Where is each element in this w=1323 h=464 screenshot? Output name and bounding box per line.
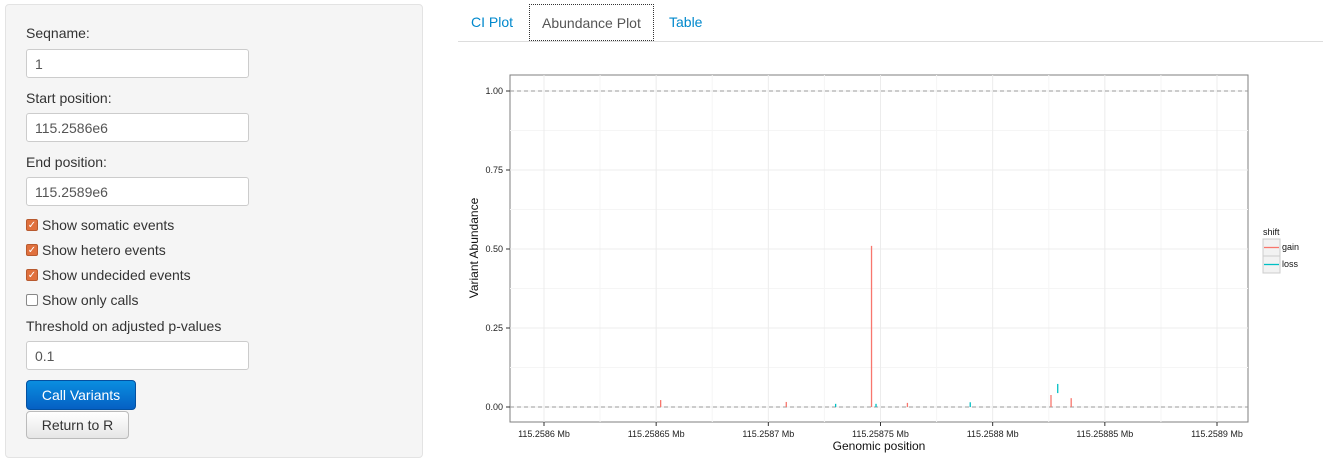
seqname-input[interactable] <box>26 49 249 78</box>
start-position-label: Start position: <box>26 90 112 106</box>
checkbox-show-only-calls[interactable]: Show only calls <box>26 292 139 308</box>
x-tick-label: 115.25875 Mb <box>852 429 909 439</box>
x-axis-label: Genomic position <box>833 439 926 453</box>
x-tick-label: 115.2589 Mb <box>1191 429 1243 439</box>
x-tick-label: 115.25865 Mb <box>628 429 685 439</box>
legend-title: shift <box>1263 227 1280 237</box>
end-position-input[interactable] <box>26 177 249 206</box>
return-to-r-button[interactable]: Return to R <box>26 411 129 439</box>
legend-label: loss <box>1282 259 1299 269</box>
call-variants-button[interactable]: Call Variants <box>26 380 136 410</box>
tab-table[interactable]: Table <box>669 14 703 30</box>
y-tick-label: 0.25 <box>485 323 503 333</box>
x-tick-label: 115.2588 Mb <box>967 429 1019 439</box>
checkbox-show-hetero-events[interactable]: ✓ Show hetero events <box>26 242 166 258</box>
checkbox-box[interactable]: ✓ <box>26 269 38 281</box>
sidebar-panel: Seqname: Start position: End position: ✓… <box>5 4 423 458</box>
checkbox-show-somatic-events[interactable]: ✓ Show somatic events <box>26 217 174 233</box>
x-tick-label: 115.2586 Mb <box>518 429 570 439</box>
start-position-input[interactable] <box>26 113 249 142</box>
y-tick-label: 0.50 <box>485 244 503 254</box>
y-axis-label: Variant Abundance <box>467 197 481 298</box>
x-tick-label: 115.2587 Mb <box>742 429 794 439</box>
tab-ci-plot[interactable]: CI Plot <box>471 14 514 30</box>
tab-bar: CI Plot Abundance Plot Table <box>458 4 1323 42</box>
seqname-label: Seqname: <box>26 25 90 41</box>
checkbox-box[interactable]: ✓ <box>26 244 38 256</box>
threshold-input[interactable] <box>26 341 249 370</box>
tab-abundance-plot[interactable]: Abundance Plot <box>529 4 654 41</box>
end-position-label: End position: <box>26 154 107 170</box>
y-tick-label: 0.00 <box>485 402 503 412</box>
threshold-label: Threshold on adjusted p-values <box>26 318 222 334</box>
checkbox-show-undecided-events[interactable]: ✓ Show undecided events <box>26 267 191 283</box>
checkbox-label: Show hetero events <box>42 242 166 258</box>
legend-label: gain <box>1282 242 1299 252</box>
checkbox-label: Show undecided events <box>42 267 191 283</box>
checkbox-box[interactable]: ✓ <box>26 219 38 231</box>
y-tick-label: 0.75 <box>485 165 503 175</box>
checkbox-label: Show somatic events <box>42 217 175 233</box>
checkbox-box[interactable] <box>26 294 38 306</box>
x-tick-label: 115.25885 Mb <box>1076 429 1133 439</box>
y-tick-label: 1.00 <box>485 86 503 96</box>
checkbox-label: Show only calls <box>42 292 139 308</box>
